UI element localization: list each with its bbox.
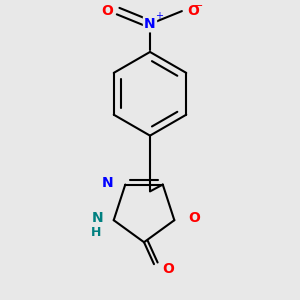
Text: −: − — [194, 1, 203, 11]
Text: N: N — [92, 211, 104, 225]
Text: O: O — [101, 4, 113, 18]
Text: +: + — [155, 11, 163, 21]
Text: N: N — [144, 17, 156, 31]
Text: H: H — [91, 226, 101, 238]
Text: O: O — [162, 262, 174, 276]
Text: O: O — [188, 211, 200, 225]
Text: N: N — [102, 176, 113, 190]
Text: O: O — [187, 4, 199, 18]
